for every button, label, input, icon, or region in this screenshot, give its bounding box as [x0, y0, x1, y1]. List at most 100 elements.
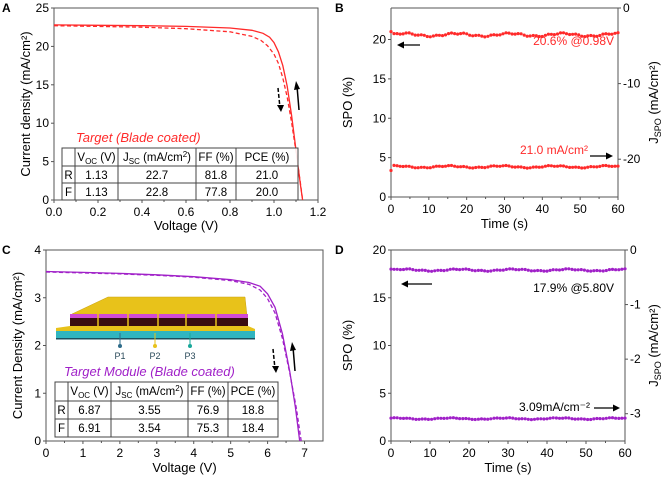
data-point — [416, 33, 420, 37]
data-point — [495, 268, 499, 272]
data-point — [557, 268, 562, 272]
data-point — [462, 31, 466, 35]
data-point — [564, 32, 569, 36]
data-point — [517, 268, 521, 272]
data-point — [601, 32, 605, 36]
data-point — [551, 416, 555, 420]
data-point — [495, 164, 499, 168]
data-point — [529, 418, 534, 422]
data-point — [592, 417, 596, 421]
table-header-cell: FF (%) — [198, 152, 233, 164]
data-point — [555, 164, 560, 168]
data-point — [439, 268, 443, 272]
data-point — [486, 34, 490, 38]
data-point — [392, 416, 396, 420]
scribe-label-p2: P2 — [149, 351, 160, 361]
data-point — [546, 164, 551, 168]
data-point — [543, 33, 548, 37]
data-point — [410, 165, 414, 169]
parameter-table: VOC (V) JSC (mA/cm2) FF (%) PCE (%) R 6.87 3.5… — [54, 381, 279, 438]
data-point — [398, 32, 402, 36]
data-point — [425, 166, 429, 170]
header-tail: (V) — [90, 386, 109, 398]
x-tick-label: 2 — [117, 446, 124, 460]
table-cell: 20.0 — [256, 187, 278, 199]
header-sup: 2 — [175, 384, 180, 393]
data-point — [549, 164, 554, 168]
x-tick-label: 10 — [423, 446, 437, 460]
table-frame — [61, 147, 299, 201]
y-tick-label: 3 — [34, 291, 41, 305]
data-point — [610, 267, 615, 271]
data-point — [607, 416, 612, 420]
data-point — [511, 416, 515, 420]
data-point — [570, 267, 574, 271]
y2-axis-label: JSPO (mA/cm²) — [646, 61, 662, 144]
data-point — [528, 166, 532, 170]
data-point — [501, 32, 505, 36]
data-point — [480, 165, 484, 169]
data-point — [407, 31, 411, 35]
data-point — [595, 165, 599, 169]
data-point — [539, 269, 543, 273]
data-point — [471, 34, 475, 38]
data-point — [564, 267, 568, 271]
data-point — [420, 268, 424, 272]
data-point — [555, 32, 560, 36]
data-point — [483, 35, 487, 39]
data-point — [408, 416, 412, 420]
right-arrowhead — [606, 152, 613, 160]
x-tick-label: 5 — [227, 446, 234, 460]
x-tick-label: 6 — [264, 446, 271, 460]
header-main: J — [116, 386, 122, 398]
data-point — [470, 417, 474, 421]
x-axis-label: Voltage (V) — [152, 460, 216, 475]
y-tick-label: 5 — [42, 155, 49, 169]
y2-axis-label: JSPO (mA/cm²) — [646, 304, 662, 387]
x-tick-label: 60 — [618, 446, 632, 460]
y2-label-main: J — [646, 137, 661, 144]
data-point — [442, 269, 446, 273]
table-cell: 6.91 — [78, 423, 100, 435]
series-jspo — [389, 163, 620, 173]
y-tick-label: 5 — [379, 386, 386, 400]
data-point — [583, 166, 587, 170]
data-point — [456, 165, 460, 169]
data-point — [570, 417, 574, 421]
x-tick-label: 0.8 — [222, 205, 239, 219]
data-point — [508, 267, 512, 271]
y-tick-label: 15 — [373, 291, 387, 305]
data-point — [607, 164, 611, 168]
data-point — [548, 416, 552, 420]
data-point — [568, 165, 572, 169]
series-spo — [389, 30, 620, 39]
data-point — [522, 166, 526, 170]
data-point — [446, 31, 451, 36]
data-point — [571, 165, 575, 169]
x-tick-label: 10 — [422, 202, 436, 216]
data-point — [401, 416, 406, 420]
data-point — [389, 416, 393, 420]
data-point — [492, 33, 496, 37]
data-point — [558, 31, 563, 35]
x-tick-label: 30 — [501, 446, 515, 460]
data-point — [483, 269, 487, 273]
data-point — [529, 269, 534, 273]
data-point — [551, 268, 555, 272]
data-point — [528, 34, 532, 38]
y-tick-label: 0 — [379, 434, 386, 448]
header-main: FF (%) — [190, 386, 225, 398]
data-point — [416, 166, 420, 170]
data-point — [473, 417, 477, 422]
data-point — [586, 165, 590, 169]
data-point — [389, 30, 393, 34]
data-point — [549, 32, 554, 36]
data-point — [395, 31, 399, 36]
data-point — [571, 32, 575, 36]
data-point — [589, 33, 593, 38]
scribe-dot — [118, 344, 122, 348]
data-point — [453, 164, 457, 168]
y-tick-label: 20 — [373, 33, 387, 47]
y2-tick-label: -10 — [623, 77, 641, 91]
x-tick-label: 1 — [80, 446, 87, 460]
